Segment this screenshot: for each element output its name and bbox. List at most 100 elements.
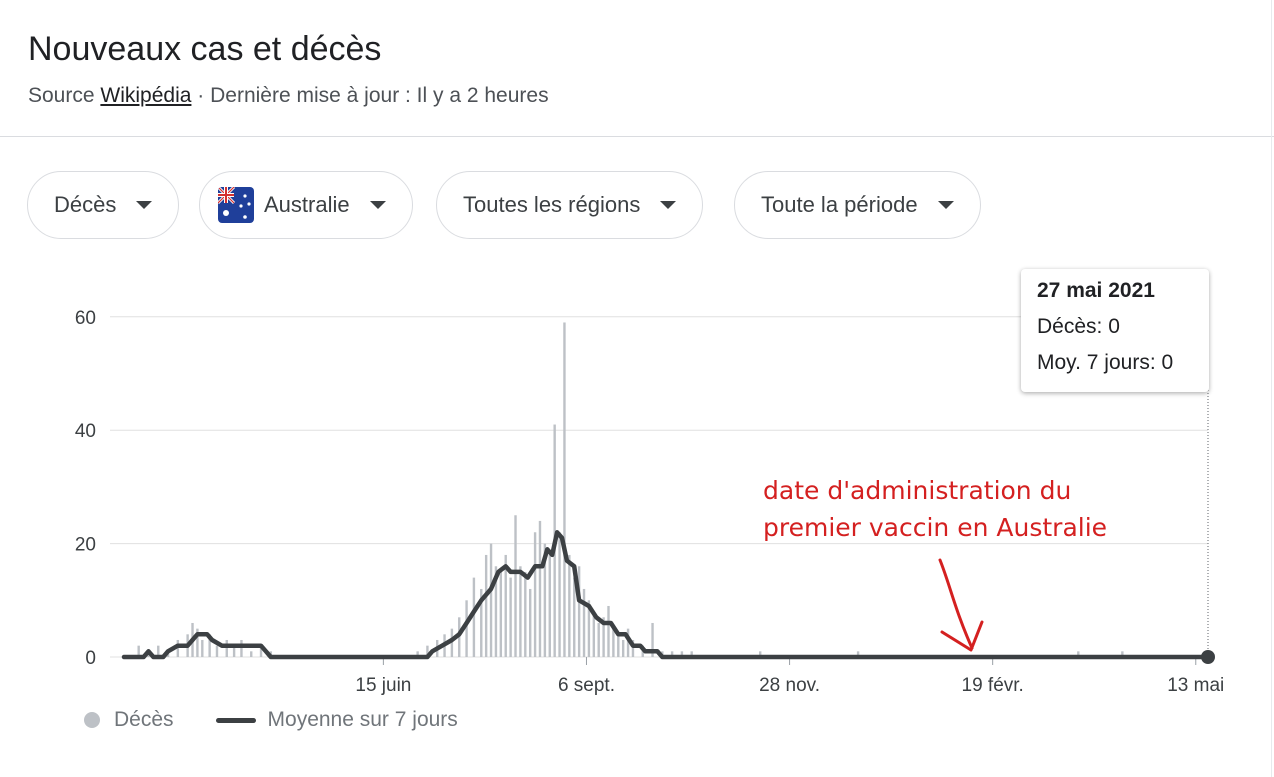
annotation-line-1: date d'administration du xyxy=(763,476,1072,505)
x-tick-label: 15 juin xyxy=(355,675,411,696)
legend-average-label: Moyenne sur 7 jours xyxy=(267,708,458,731)
death-bar xyxy=(157,645,160,657)
death-bar xyxy=(558,532,561,657)
death-bar xyxy=(543,543,547,657)
annotation-arrowhead xyxy=(940,620,984,652)
death-bar xyxy=(597,622,600,657)
death-bar xyxy=(208,634,211,657)
source-link[interactable]: Wikipédia xyxy=(100,84,192,107)
vaccine-annotation: date d'administration du premier vaccin … xyxy=(763,472,1107,546)
death-bar xyxy=(631,639,635,657)
annotation-line-2: premier vaccin en Australie xyxy=(763,513,1108,542)
x-tick-label: 6 sept. xyxy=(558,675,615,696)
death-bar xyxy=(607,605,610,657)
death-bar xyxy=(484,554,488,657)
x-tick-label: 19 févr. xyxy=(962,675,1024,696)
death-bar xyxy=(563,322,566,657)
tooltip-deaths: Décès: 0 xyxy=(1037,315,1120,338)
death-bar xyxy=(651,622,654,657)
period-dropdown[interactable]: Toute la période xyxy=(734,171,981,239)
death-bar xyxy=(137,645,140,657)
death-bar xyxy=(602,617,605,657)
hover-tooltip: 27 mai 2021 Décès: 0 Moy. 7 jours: 0 xyxy=(1021,269,1209,392)
y-tick-label: 60 xyxy=(75,308,96,329)
death-bar xyxy=(856,651,860,657)
legend-line-icon xyxy=(215,717,256,723)
death-bar xyxy=(528,588,532,657)
legend-dot-icon xyxy=(84,712,100,728)
period-dropdown-label: Toute la période xyxy=(761,192,918,217)
death-bar xyxy=(759,651,762,657)
tooltip-average: Moy. 7 jours: 0 xyxy=(1037,351,1174,374)
death-bar xyxy=(1121,651,1124,657)
death-bar xyxy=(499,571,503,657)
annotation-arrow xyxy=(938,558,974,650)
death-bar xyxy=(573,577,576,657)
death-bar xyxy=(480,588,483,657)
tooltip-date: 27 mai 2021 xyxy=(1037,279,1155,302)
y-tick-label: 20 xyxy=(75,535,96,556)
y-tick-label: 40 xyxy=(75,421,96,442)
death-bar xyxy=(259,645,263,657)
source-line: Source Wikipédia · Dernière mise à jour … xyxy=(28,84,549,108)
death-bar xyxy=(617,634,620,657)
death-bar xyxy=(670,651,674,657)
death-bar xyxy=(196,628,199,657)
death-bar xyxy=(250,651,253,657)
death-bar xyxy=(509,577,512,657)
death-bar xyxy=(458,617,461,657)
y-tick-label: 0 xyxy=(85,648,96,669)
chevron-down-icon xyxy=(937,201,954,209)
metric-dropdown-label: Décès xyxy=(54,192,117,217)
death-bar xyxy=(568,554,571,657)
death-bar xyxy=(538,520,542,657)
death-bar xyxy=(176,639,180,657)
average-line xyxy=(121,530,1211,660)
death-bar xyxy=(690,651,693,657)
death-bar xyxy=(426,645,429,657)
death-bar xyxy=(621,639,625,657)
legend-item-deaths: Décès xyxy=(84,708,174,732)
death-bar xyxy=(201,639,204,657)
panel-edge xyxy=(1271,0,1272,777)
chevron-down-icon xyxy=(660,201,677,209)
death-bar xyxy=(587,600,591,657)
chart-title: Nouveaux cas et décès xyxy=(28,30,382,68)
death-bar xyxy=(514,515,517,657)
death-bar xyxy=(472,577,476,657)
death-bar xyxy=(524,571,527,657)
death-bar xyxy=(450,628,454,657)
chevron-down-icon xyxy=(136,201,153,209)
death-bar xyxy=(1077,651,1080,657)
chevron-down-icon xyxy=(369,201,386,209)
legend-deaths-label: Décès xyxy=(114,708,174,731)
death-bar xyxy=(533,532,537,657)
death-bar xyxy=(232,645,236,657)
death-bar xyxy=(225,639,228,657)
death-bar xyxy=(680,651,684,657)
region-dropdown[interactable]: Toutes les régions xyxy=(436,171,704,239)
death-bar xyxy=(577,566,581,657)
death-bar xyxy=(612,628,615,657)
death-bar xyxy=(240,639,243,657)
last-updated: · Dernière mise à jour : Il y a 2 heures xyxy=(197,84,549,107)
x-tick-label: 28 nov. xyxy=(759,675,820,696)
australia-flag-icon xyxy=(218,187,254,223)
death-bar xyxy=(592,611,596,657)
metric-dropdown[interactable]: Décès xyxy=(27,171,180,239)
legend-item-average: Moyenne sur 7 jours xyxy=(215,708,458,732)
country-dropdown[interactable]: Australie xyxy=(199,171,413,239)
death-bar xyxy=(548,554,551,657)
death-bar xyxy=(519,566,522,657)
death-bar xyxy=(582,588,586,657)
death-bar xyxy=(504,554,507,657)
death-bar xyxy=(489,543,493,657)
hover-point xyxy=(1201,650,1215,664)
chart-legend: Décès Moyenne sur 7 jours xyxy=(84,708,500,732)
country-dropdown-label: Australie xyxy=(264,192,350,217)
source-prefix: Source xyxy=(28,84,95,107)
death-bar xyxy=(626,628,630,657)
death-bar xyxy=(215,645,219,657)
death-bar xyxy=(494,566,498,657)
death-bar xyxy=(465,600,468,657)
